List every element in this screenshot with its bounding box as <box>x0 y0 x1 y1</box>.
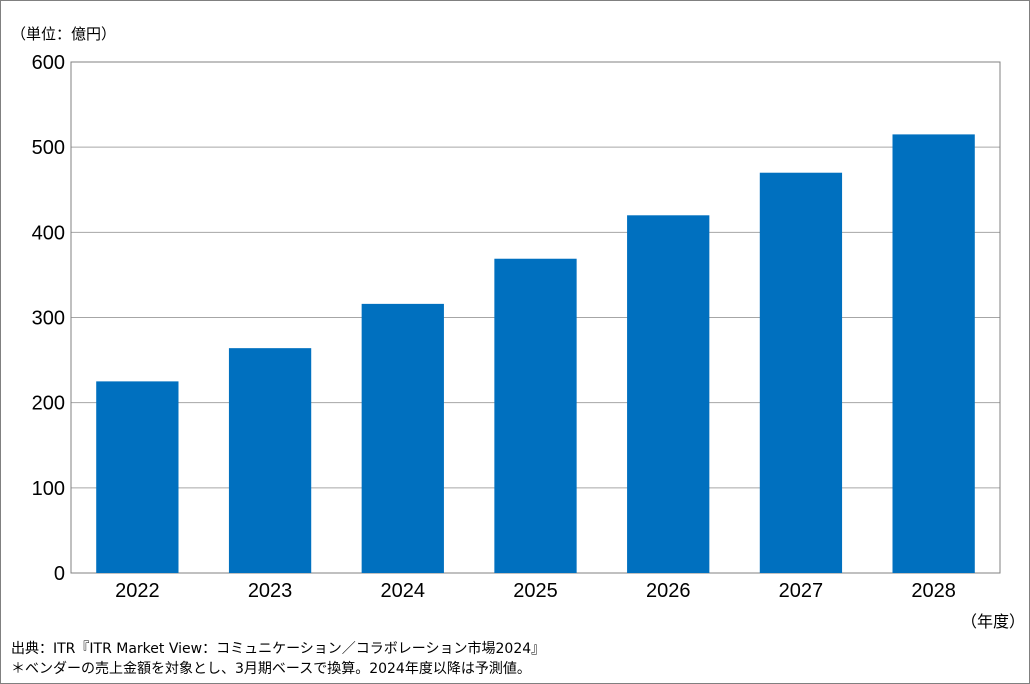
y-unit-label: （単位：億円） <box>11 25 117 43</box>
x-tick-label: 2025 <box>513 580 558 602</box>
x-tick-label: 2023 <box>248 580 293 602</box>
x-unit-label: （年度） <box>961 612 1026 631</box>
y-tick-label: 300 <box>32 308 65 330</box>
y-tick-label: 500 <box>32 137 65 159</box>
y-tick-label: 200 <box>32 393 65 415</box>
bar-2027 <box>759 172 843 573</box>
source-footnote: 出典：ITR『ITR Market View：コミュニケーション／コラボレーショ… <box>11 641 546 657</box>
x-tick-label: 2027 <box>779 580 824 602</box>
x-tick-label: 2026 <box>646 580 691 602</box>
x-axis-ticks: 2022 2023 2024 2025 2026 2027 2028 <box>115 580 956 602</box>
bars <box>96 134 975 574</box>
x-tick-label: 2022 <box>115 580 160 602</box>
x-tick-label: 2028 <box>911 580 956 602</box>
y-tick-label: 100 <box>32 478 65 500</box>
bar-2023 <box>228 348 312 573</box>
bar-2022 <box>96 381 179 573</box>
y-tick-label: 400 <box>32 222 65 244</box>
bar-2025 <box>494 258 577 573</box>
bar-2024 <box>361 303 444 573</box>
note-footnote: ＊ベンダーの売上金額を対象とし、3月期ベースで換算。2024年度以降は予測値。 <box>11 661 531 677</box>
x-tick-label: 2024 <box>381 580 426 602</box>
y-tick-label: 0 <box>54 563 65 585</box>
y-axis-ticks: 0 100 200 300 400 500 600 <box>32 52 65 585</box>
bar-2026 <box>627 215 710 574</box>
y-tick-label: 600 <box>32 52 65 74</box>
bar-2028 <box>892 134 975 573</box>
